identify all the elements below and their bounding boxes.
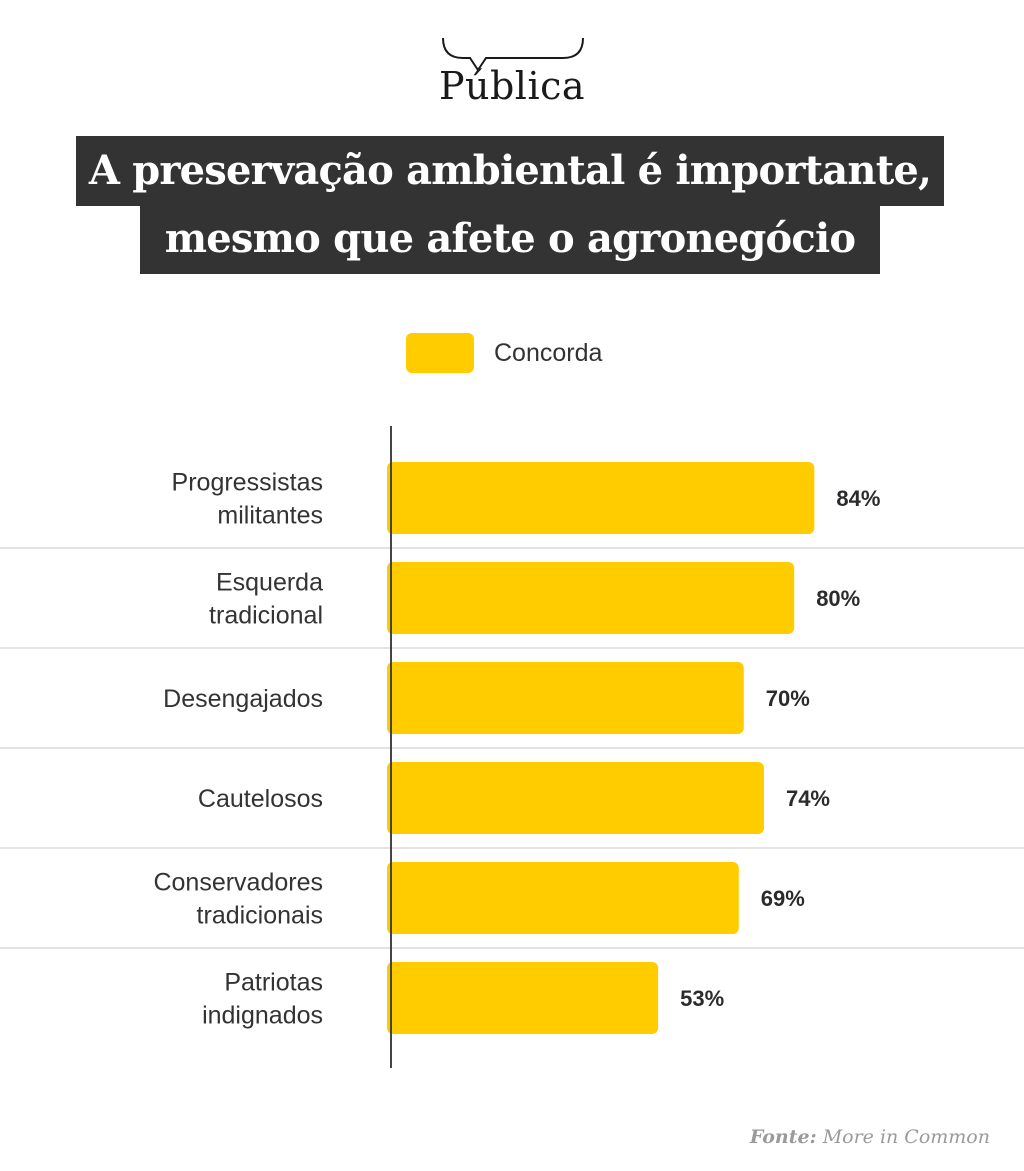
bar — [387, 562, 795, 634]
value-label: 80% — [816, 586, 860, 611]
category-label: Cautelosos — [198, 785, 323, 813]
category-label: tradicional — [209, 602, 323, 630]
logo-text: Pública — [438, 64, 586, 108]
value-label: 53% — [680, 986, 724, 1011]
category-label: indignados — [202, 1002, 323, 1030]
source-note: Fonte: More in Common — [750, 1126, 990, 1148]
category-label: Desengajados — [163, 685, 323, 713]
bar — [387, 962, 659, 1034]
category-label: Conservadores — [153, 869, 323, 897]
speech-bubble-icon — [442, 37, 584, 72]
category-label: Esquerda — [216, 569, 323, 597]
category-label: Progressistas — [172, 469, 323, 497]
legend-swatch — [406, 333, 474, 373]
bar — [387, 862, 739, 934]
bar — [387, 462, 815, 534]
chart-title-line-1: A preservação ambiental é importante, — [76, 136, 944, 206]
category-label: Patriotas — [224, 969, 323, 997]
value-label: 74% — [786, 786, 830, 811]
publica-logo — [442, 37, 584, 72]
category-label: militantes — [217, 502, 323, 530]
bar — [387, 762, 764, 834]
value-label: 84% — [836, 486, 880, 511]
bar — [387, 662, 744, 734]
chart-title-line-2: mesmo que afete o agronegócio — [140, 204, 880, 274]
legend-label: Concorda — [494, 339, 603, 367]
value-label: 70% — [766, 686, 810, 711]
category-label: tradicionais — [197, 902, 323, 930]
source-label: Fonte: — [749, 1126, 817, 1148]
value-label: 69% — [761, 886, 805, 911]
source-value: More in Common — [822, 1126, 990, 1148]
